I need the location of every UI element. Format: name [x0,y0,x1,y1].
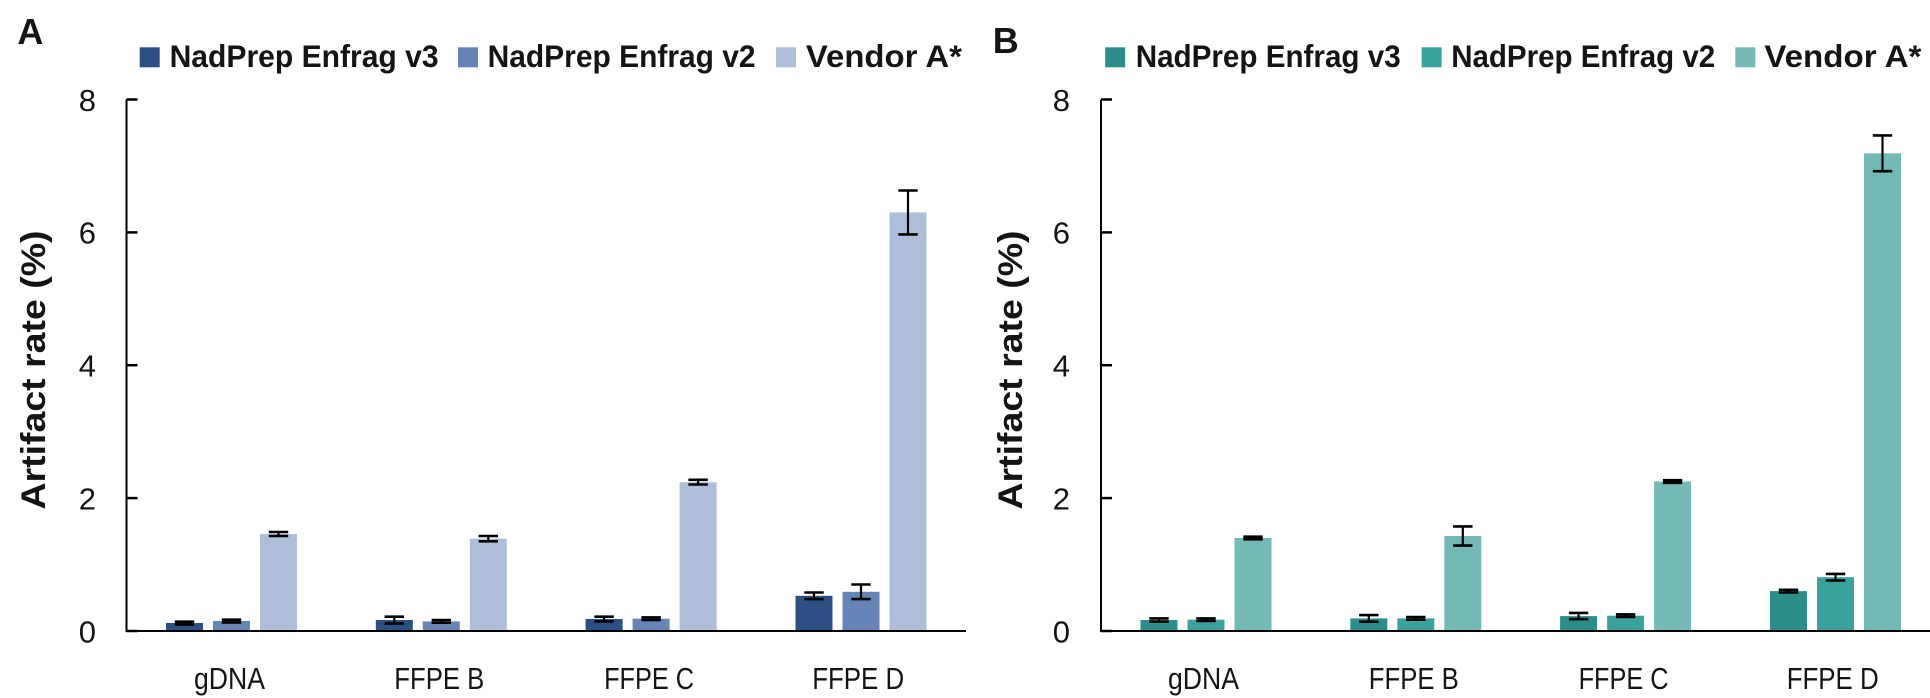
svg-text:0: 0 [1053,614,1070,649]
svg-text:Vendor A*: Vendor A* [1764,38,1922,74]
svg-text:NadPrep Enfrag v2: NadPrep Enfrag v2 [488,38,756,74]
svg-text:NadPrep Enfrag v3: NadPrep Enfrag v3 [1136,38,1401,74]
svg-text:Vendor A*: Vendor A* [806,38,963,74]
svg-text:Artifact rate (%): Artifact rate (%) [992,231,1030,510]
svg-text:FFPE B: FFPE B [394,661,484,696]
svg-text:FFPE C: FFPE C [604,661,694,696]
svg-text:8: 8 [79,83,96,118]
svg-text:NadPrep Enfrag v3: NadPrep Enfrag v3 [170,38,439,74]
svg-text:6: 6 [1053,216,1070,251]
svg-text:A: A [17,11,43,52]
svg-text:FFPE D: FFPE D [812,661,904,696]
svg-text:2: 2 [79,481,96,516]
svg-text:FFPE C: FFPE C [1579,661,1669,696]
svg-text:4: 4 [1053,349,1070,384]
svg-text:gDNA: gDNA [194,661,265,696]
svg-text:B: B [993,20,1019,61]
svg-text:FFPE B: FFPE B [1369,661,1459,696]
svg-text:NadPrep Enfrag v2: NadPrep Enfrag v2 [1451,38,1715,74]
svg-text:2: 2 [1053,481,1070,516]
svg-text:6: 6 [79,216,96,251]
svg-text:Artifact rate (%): Artifact rate (%) [15,231,53,510]
svg-text:0: 0 [79,614,96,649]
svg-text:4: 4 [79,349,96,384]
svg-text:FFPE D: FFPE D [1787,661,1879,696]
svg-text:gDNA: gDNA [1168,661,1239,696]
svg-text:8: 8 [1053,83,1070,118]
